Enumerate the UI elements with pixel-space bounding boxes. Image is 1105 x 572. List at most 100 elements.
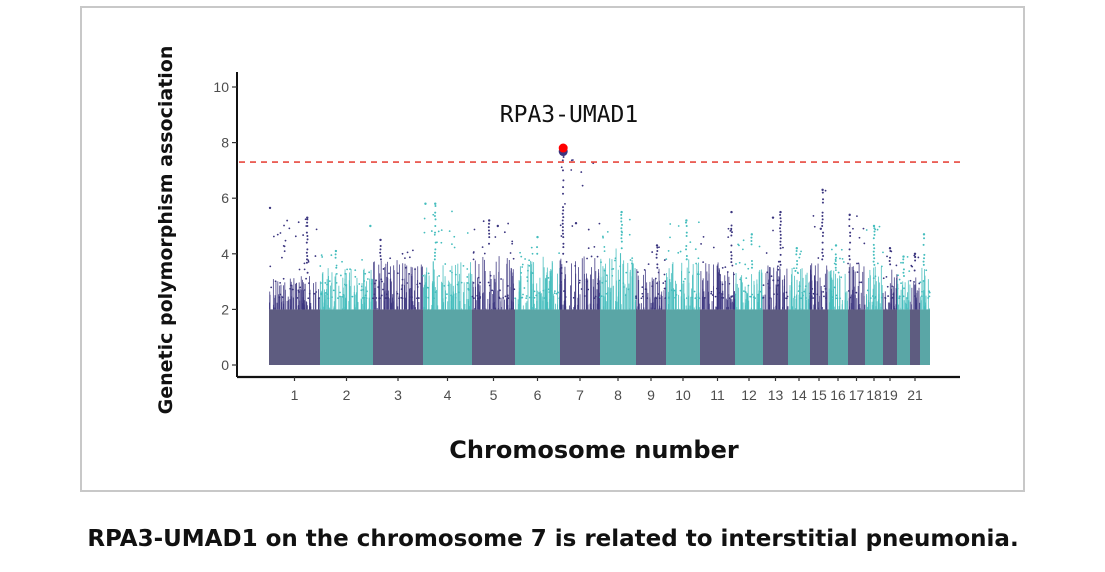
snp-point — [377, 286, 380, 288]
snp-point — [382, 288, 384, 291]
snp-point — [362, 297, 364, 299]
snp-point — [750, 243, 753, 246]
snp-point — [889, 250, 892, 253]
snp-point — [697, 296, 700, 299]
snp-point — [658, 246, 660, 249]
snp-point — [542, 289, 545, 292]
snp-point — [777, 265, 779, 268]
snp-point — [735, 263, 737, 265]
snp-point — [487, 229, 490, 232]
snp-point — [520, 296, 522, 299]
snp-point — [306, 248, 309, 251]
snp-point — [852, 227, 854, 230]
snp-point — [882, 277, 885, 280]
snp-point — [679, 250, 682, 253]
snp-point — [834, 286, 836, 289]
x-tick-label: 14 — [791, 387, 807, 403]
snp-point — [765, 252, 768, 254]
snp-point — [662, 282, 665, 284]
snp-point — [434, 291, 437, 294]
snp-point — [327, 297, 330, 300]
chromosome-block-18 — [865, 309, 883, 365]
snp-point — [769, 297, 771, 299]
snp-point — [891, 285, 893, 288]
snp-point — [669, 236, 671, 239]
snp-point — [812, 215, 815, 217]
x-tick-label: 21 — [907, 387, 923, 403]
snp-point — [308, 282, 310, 285]
snp-point — [416, 283, 419, 286]
snp-point — [499, 289, 501, 292]
snp-point — [745, 277, 748, 280]
snp-point — [284, 239, 287, 242]
snp-point — [891, 296, 894, 299]
chromosome-block-9 — [636, 309, 666, 365]
snp-point — [580, 171, 583, 173]
x-tick-label: 8 — [614, 387, 622, 403]
snp-point — [560, 166, 563, 169]
snp-point — [641, 295, 644, 298]
snp-point — [378, 297, 380, 300]
snp-point — [430, 230, 433, 232]
snp-point — [472, 297, 475, 300]
snp-point — [396, 292, 399, 295]
snp-point — [559, 224, 562, 227]
snp-point — [908, 270, 911, 273]
snp-point — [449, 270, 452, 272]
snp-point — [839, 297, 842, 300]
snp-point — [574, 222, 578, 225]
snp-point — [528, 296, 531, 299]
snp-point — [657, 293, 660, 295]
snp-point — [821, 235, 824, 238]
snp-point — [656, 282, 658, 285]
snp-point — [910, 264, 913, 267]
snp-point — [628, 233, 631, 236]
snp-point — [889, 256, 892, 259]
snp-point — [618, 279, 621, 282]
snp-point — [334, 256, 337, 259]
snp-point — [585, 280, 588, 283]
snp-point — [326, 293, 329, 296]
snp-point — [898, 295, 901, 298]
snp-point — [903, 287, 905, 290]
snp-point — [684, 221, 687, 224]
x-tick-label: 15 — [811, 387, 827, 403]
chromosome-block-7 — [560, 309, 600, 365]
snp-peak-point — [488, 219, 491, 222]
snp-point — [526, 276, 529, 279]
snp-point — [587, 247, 590, 250]
snp-point — [361, 258, 363, 261]
snp-point — [922, 263, 925, 266]
snp-point — [276, 233, 279, 236]
snp-peak-point — [620, 210, 623, 214]
snp-point — [669, 223, 672, 225]
snp-point — [750, 266, 753, 269]
snp-point — [731, 264, 734, 267]
snp-point — [290, 284, 293, 287]
snp-point — [562, 246, 565, 249]
snp-point — [279, 281, 282, 284]
snp-point — [320, 293, 323, 296]
snp-point — [527, 269, 529, 272]
y-tick-label: 2 — [221, 301, 229, 317]
snp-point — [561, 169, 564, 172]
snp-point — [456, 283, 459, 286]
snp-point — [487, 226, 490, 229]
snp-point — [319, 265, 322, 267]
snp-point — [315, 291, 318, 293]
snp-point — [641, 286, 644, 289]
snp-point — [523, 287, 526, 289]
snp-point — [536, 246, 539, 249]
snp-point — [587, 288, 590, 291]
snp-point — [730, 254, 733, 257]
snp-point — [454, 293, 457, 295]
snp-point — [809, 290, 812, 293]
snp-point — [603, 269, 606, 272]
snp-point — [730, 224, 733, 227]
snp-point — [803, 290, 806, 293]
snp-point — [902, 268, 905, 271]
snp-point — [734, 293, 737, 296]
snp-point — [268, 206, 272, 210]
snp-point — [744, 291, 747, 293]
snp-point — [488, 232, 491, 235]
